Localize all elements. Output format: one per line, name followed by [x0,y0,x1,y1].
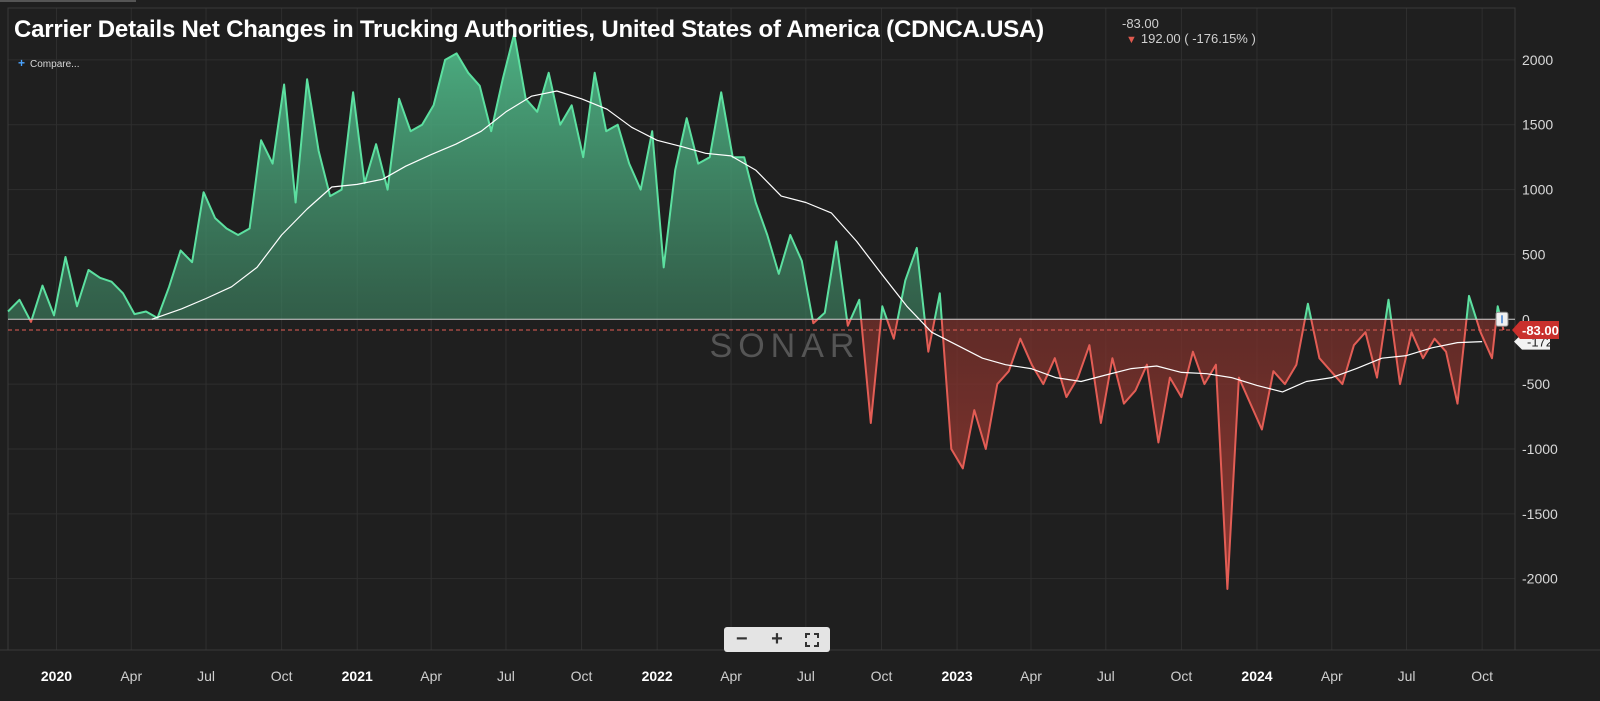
zoom-out-label: − [735,628,748,650]
chart-title: Carrier Details Net Changes in Trucking … [14,16,1044,43]
top-strip [0,0,136,2]
last-value: -83.00 [1122,16,1159,31]
zoom-in-button[interactable]: + [763,628,791,651]
current-value-label: -83.00 [1522,323,1559,338]
down-arrow-icon: ▼ [1126,34,1137,46]
x-tick-label: Jul [1097,668,1115,684]
zoom-out-button[interactable]: − [728,628,756,651]
x-tick-label: Jul [797,668,815,684]
zoom-in-label: + [771,628,783,650]
y-tick-label: 1000 [1522,182,1553,198]
zoom-controls: − + [724,627,830,652]
y-tick-label: 1500 [1522,117,1553,133]
compare-label: Compare... [30,59,80,70]
change-readout: ▼ 192.00 ( -176.15% ) [1126,31,1256,46]
x-tick-label: Oct [571,668,593,684]
y-tick-label: -2000 [1522,571,1558,587]
x-tick-label: Oct [1471,668,1493,684]
x-tick-label: Jul [197,668,215,684]
x-tick-label: Oct [871,668,893,684]
series-line-positive[interactable] [7,32,1504,589]
compare-button[interactable]: + Compare... [18,56,79,70]
series-line-negative[interactable] [8,34,1505,590]
x-tick-label: Apr [1020,668,1042,684]
positive-area [8,33,1501,320]
x-tick-label: Apr [420,668,442,684]
moving-average-line[interactable] [151,90,1483,393]
fullscreen-button[interactable] [798,629,826,651]
x-tick-label: Oct [1170,668,1192,684]
watermark: SONAR [710,327,861,365]
x-tick-label: Apr [1321,668,1343,684]
y-tick-label: 500 [1522,246,1546,262]
x-tick-label: Jul [1398,668,1416,684]
x-tick-label: Apr [720,668,742,684]
fullscreen-icon [805,632,820,647]
y-tick-label: 0 [1522,311,1530,327]
x-tick-label: 2024 [1241,668,1272,684]
x-tick-label: 2023 [941,668,972,684]
x-tick-label: 2022 [642,668,673,684]
negative-area [8,319,1504,589]
x-tick-label: 2020 [41,668,72,684]
x-tick-label: Oct [271,668,293,684]
y-tick-label: -500 [1522,376,1550,392]
y-tick-label: -1500 [1522,506,1558,522]
y-tick-label: -1000 [1522,441,1558,457]
plus-icon: + [18,56,26,70]
x-tick-label: 2021 [342,668,373,684]
x-tick-label: Apr [120,668,142,684]
change-text: 192.00 ( -176.15% ) [1140,31,1256,46]
current-value-badge [1512,321,1559,340]
y-tick-label: 2000 [1522,52,1553,68]
x-tick-label: Jul [497,668,515,684]
